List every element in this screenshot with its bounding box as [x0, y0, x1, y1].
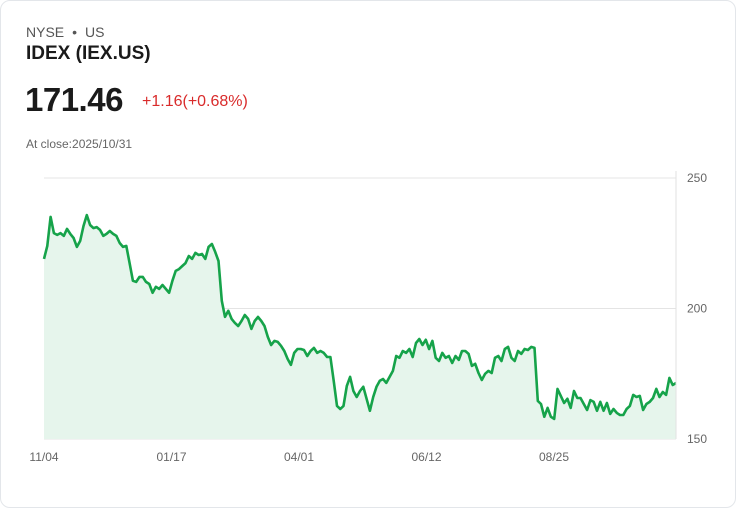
- region: US: [85, 24, 105, 40]
- x-tick-label: 04/01: [284, 450, 314, 464]
- exchange-line: NYSE • US: [26, 24, 104, 40]
- x-tick-label: 06/12: [411, 450, 441, 464]
- price-line: [42, 213, 677, 421]
- y-tick-label: 250: [687, 171, 707, 185]
- x-tick-label: 08/25: [539, 450, 569, 464]
- exchange-name: NYSE: [26, 24, 65, 40]
- x-tick-label: 01/17: [156, 450, 186, 464]
- price-change: +1.16(+0.68%): [142, 93, 248, 110]
- close-time: At close:2025/10/31: [26, 137, 133, 151]
- y-tick-label: 200: [687, 302, 707, 316]
- y-tick-label: 150: [687, 432, 707, 446]
- stock-title: IDEX (IEX.US): [26, 43, 151, 64]
- stock-price: 171.46: [25, 81, 123, 118]
- price-area-fill: [44, 215, 676, 439]
- x-tick-label: 11/04: [29, 450, 58, 464]
- separator: •: [72, 24, 78, 40]
